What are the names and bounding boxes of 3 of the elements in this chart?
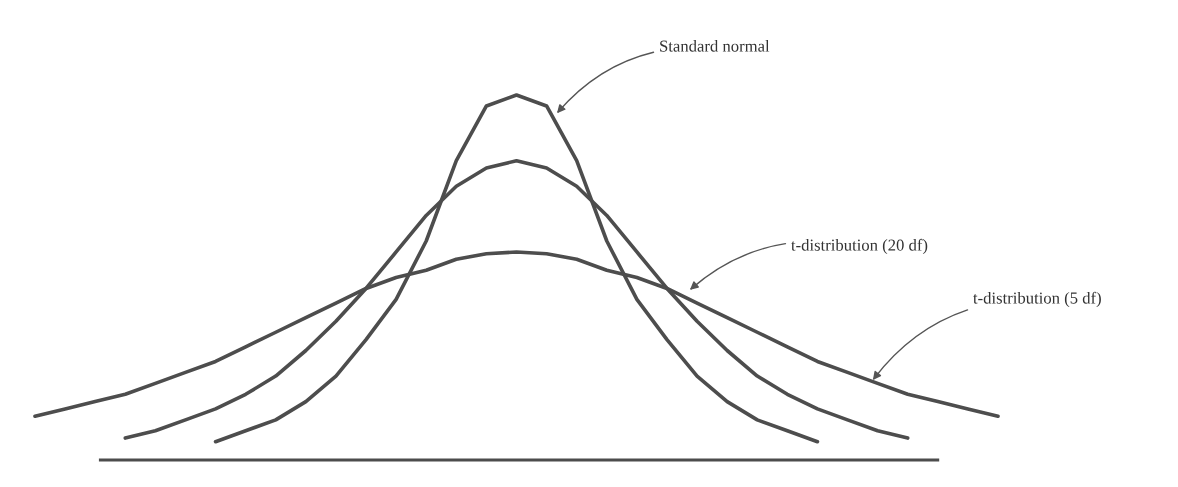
text: Standard normal (660, 39, 770, 52)
annotation: t-distribution (5 df) (973, 291, 1101, 308)
annotation: t-distribution (20 df) (791, 238, 928, 255)
